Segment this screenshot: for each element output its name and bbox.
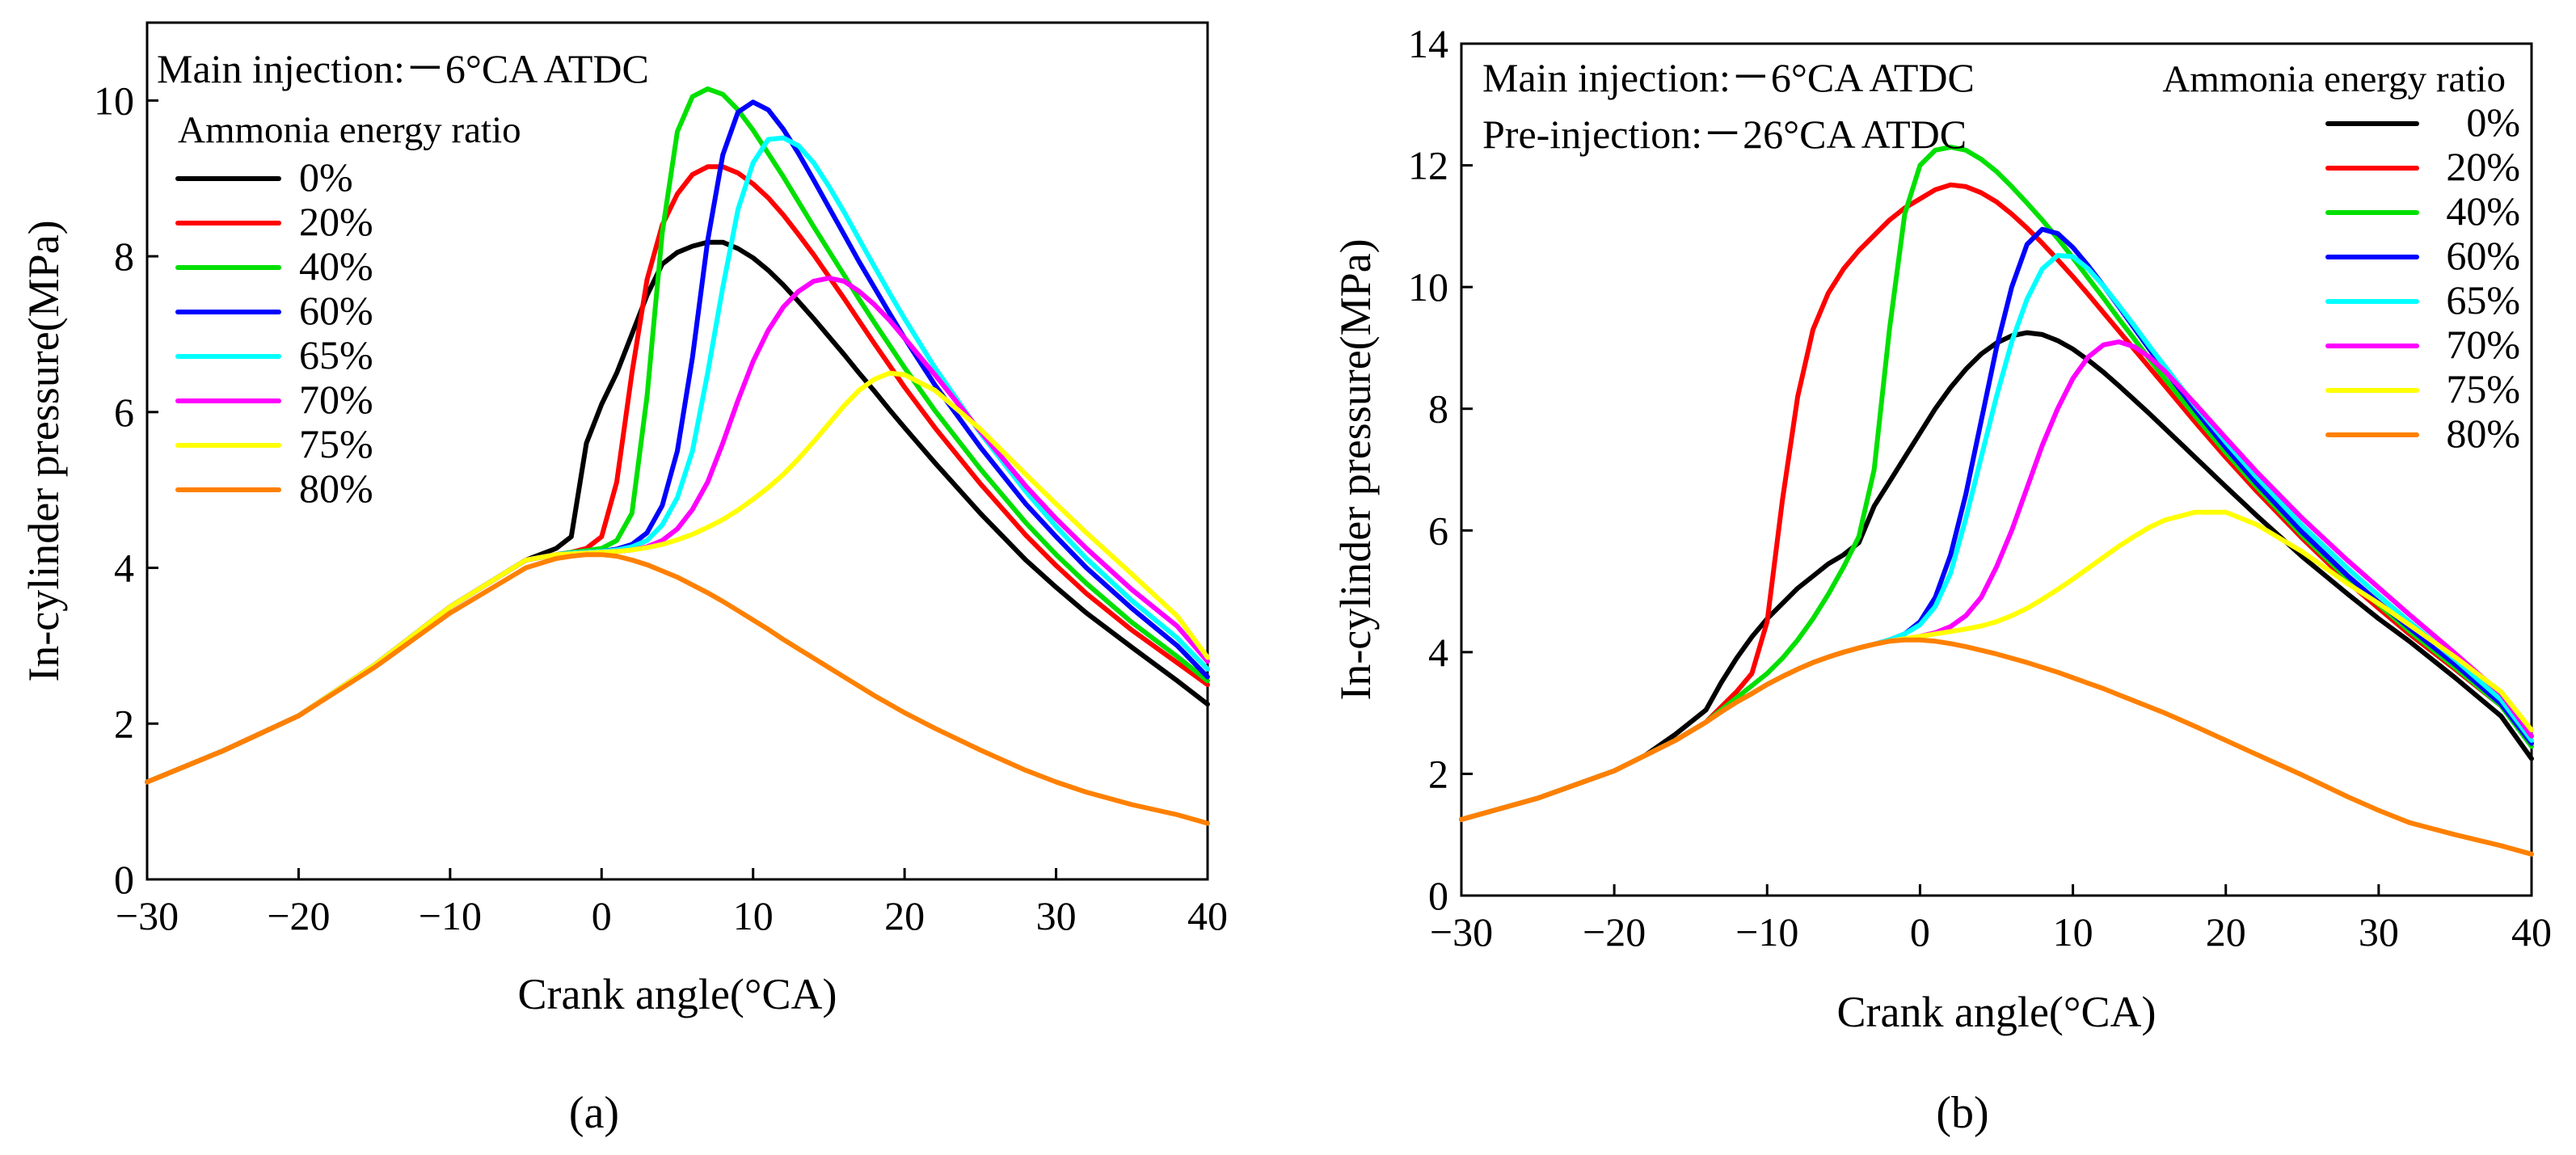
chart-b-x-tick-label: −20 <box>1583 909 1646 955</box>
chart-a-legend-label: 75% <box>299 421 373 466</box>
panel-a-label: (a) <box>569 1088 619 1138</box>
chart-b-plot-frame <box>1460 42 2533 897</box>
chart-b-x-tick-label: 0 <box>1910 909 1930 955</box>
chart-b-legend-label: 40% <box>2446 188 2520 234</box>
chart-b-legend-label: 20% <box>2446 144 2520 189</box>
chart-b: −30 −20 −10 0 10 20 30 40 0 2 4 6 8 10 12 14 Main injec… <box>1331 21 2552 1138</box>
chart-a-y-tick-label: 2 <box>114 701 134 746</box>
chart-b-y-tick-label: 12 <box>1408 143 1448 188</box>
chart-a-legend-label: 0% <box>299 154 353 200</box>
chart-a-legend-label: 20% <box>299 199 373 244</box>
chart-a-x-tick-label: 0 <box>592 893 612 938</box>
chart-b-legend-label: 65% <box>2446 277 2520 322</box>
chart-b-x-tick-label: 30 <box>2359 909 2399 955</box>
chart-a-y-tick-label: 8 <box>114 234 134 279</box>
panel-b-label: (b) <box>1936 1088 1988 1138</box>
chart-b-legend-label: 70% <box>2446 322 2520 367</box>
chart-b-legend-label: 75% <box>2446 366 2520 411</box>
chart-a-series-line-80pct <box>145 552 1210 826</box>
chart-b-y-tick-label: 4 <box>1428 630 1448 675</box>
chart-b-x-tick-label: 40 <box>2511 909 2552 955</box>
chart-a-legend-label: 40% <box>299 243 373 289</box>
chart-a-annotation-main-injection: Main injection:－6°CA ATDC <box>157 46 649 91</box>
chart-b-x-tick-label: −10 <box>1735 909 1798 955</box>
chart-a: −30 −20 −10 0 10 20 30 40 0 2 4 6 8 10 Main injection… <box>19 21 1228 1138</box>
chart-b-series-line-40pct <box>1459 145 2534 822</box>
chart-b-y-tick-label: 0 <box>1428 873 1448 918</box>
chart-b-y-axis-label: In-cylinder pressure(MPa) <box>1331 238 1380 700</box>
chart-b-series-line-80pct <box>1459 637 2534 857</box>
chart-a-x-tick-label: −30 <box>116 893 179 938</box>
chart-b-series-line-0pct <box>1459 330 2534 822</box>
chart-a-x-axis-label: Crank angle(°CA) <box>518 970 837 1018</box>
chart-a-legend-label: 65% <box>299 332 373 377</box>
chart-a-plot-frame <box>145 21 1209 881</box>
chart-a-legend-title: Ammonia energy ratio <box>178 109 521 151</box>
chart-b-series-line-70pct <box>1459 339 2534 822</box>
chart-a-y-axis-label: In-cylinder pressure(MPa) <box>19 220 68 681</box>
chart-b-legend-label: 60% <box>2446 233 2520 278</box>
chart-b-y-tick-label: 8 <box>1428 386 1448 432</box>
chart-b-y-tick-label: 10 <box>1408 264 1448 310</box>
chart-a-x-tick-label: −20 <box>267 893 330 938</box>
chart-b-legend-title: Ammonia energy ratio <box>2162 58 2506 100</box>
chart-b-legend-label: 0% <box>2466 99 2520 145</box>
chart-a-series-line-0pct <box>145 239 1210 785</box>
chart-a-x-tick-label: 10 <box>733 893 774 938</box>
chart-b-series-line-20pct <box>1459 182 2534 822</box>
chart-a-legend-label: 70% <box>299 377 373 422</box>
chart-a-y-tick-label: 10 <box>94 78 134 123</box>
chart-a-y-tick-label: 0 <box>114 857 134 902</box>
chart-b-y-tick-label: 6 <box>1428 508 1448 553</box>
chart-b-annotation-main-injection: Main injection:－6°CA ATDC <box>1482 55 1975 100</box>
chart-a-y-tick-label: 4 <box>114 546 134 591</box>
chart-b-x-tick-label: 20 <box>2206 909 2246 955</box>
chart-b-series-line-60pct <box>1459 226 2534 822</box>
chart-a-legend-label: 60% <box>299 288 373 333</box>
chart-a-x-tick-label: −10 <box>419 893 482 938</box>
chart-b-x-tick-label: −30 <box>1430 909 1493 955</box>
chart-a-y-tick-label: 6 <box>114 390 134 435</box>
chart-b-y-tick-label: 2 <box>1428 751 1448 796</box>
chart-b-legend-label: 80% <box>2446 411 2520 456</box>
chart-a-x-tick-label: 30 <box>1036 893 1077 938</box>
chart-b-annotation-pre-injection: Pre-injection:－26°CA ATDC <box>1482 112 1967 157</box>
chart-a-series-line-75pct <box>145 370 1210 785</box>
chart-b-y-tick-label: 14 <box>1408 21 1448 66</box>
chart-b-series-line-75pct <box>1459 509 2534 822</box>
chart-a-x-tick-label: 20 <box>884 893 925 938</box>
chart-b-x-tick-label: 10 <box>2053 909 2093 955</box>
chart-a-x-tick-label: 40 <box>1187 893 1228 938</box>
chart-b-x-axis-label: Crank angle(°CA) <box>1837 988 2157 1036</box>
chart-a-legend-label: 80% <box>299 466 373 511</box>
